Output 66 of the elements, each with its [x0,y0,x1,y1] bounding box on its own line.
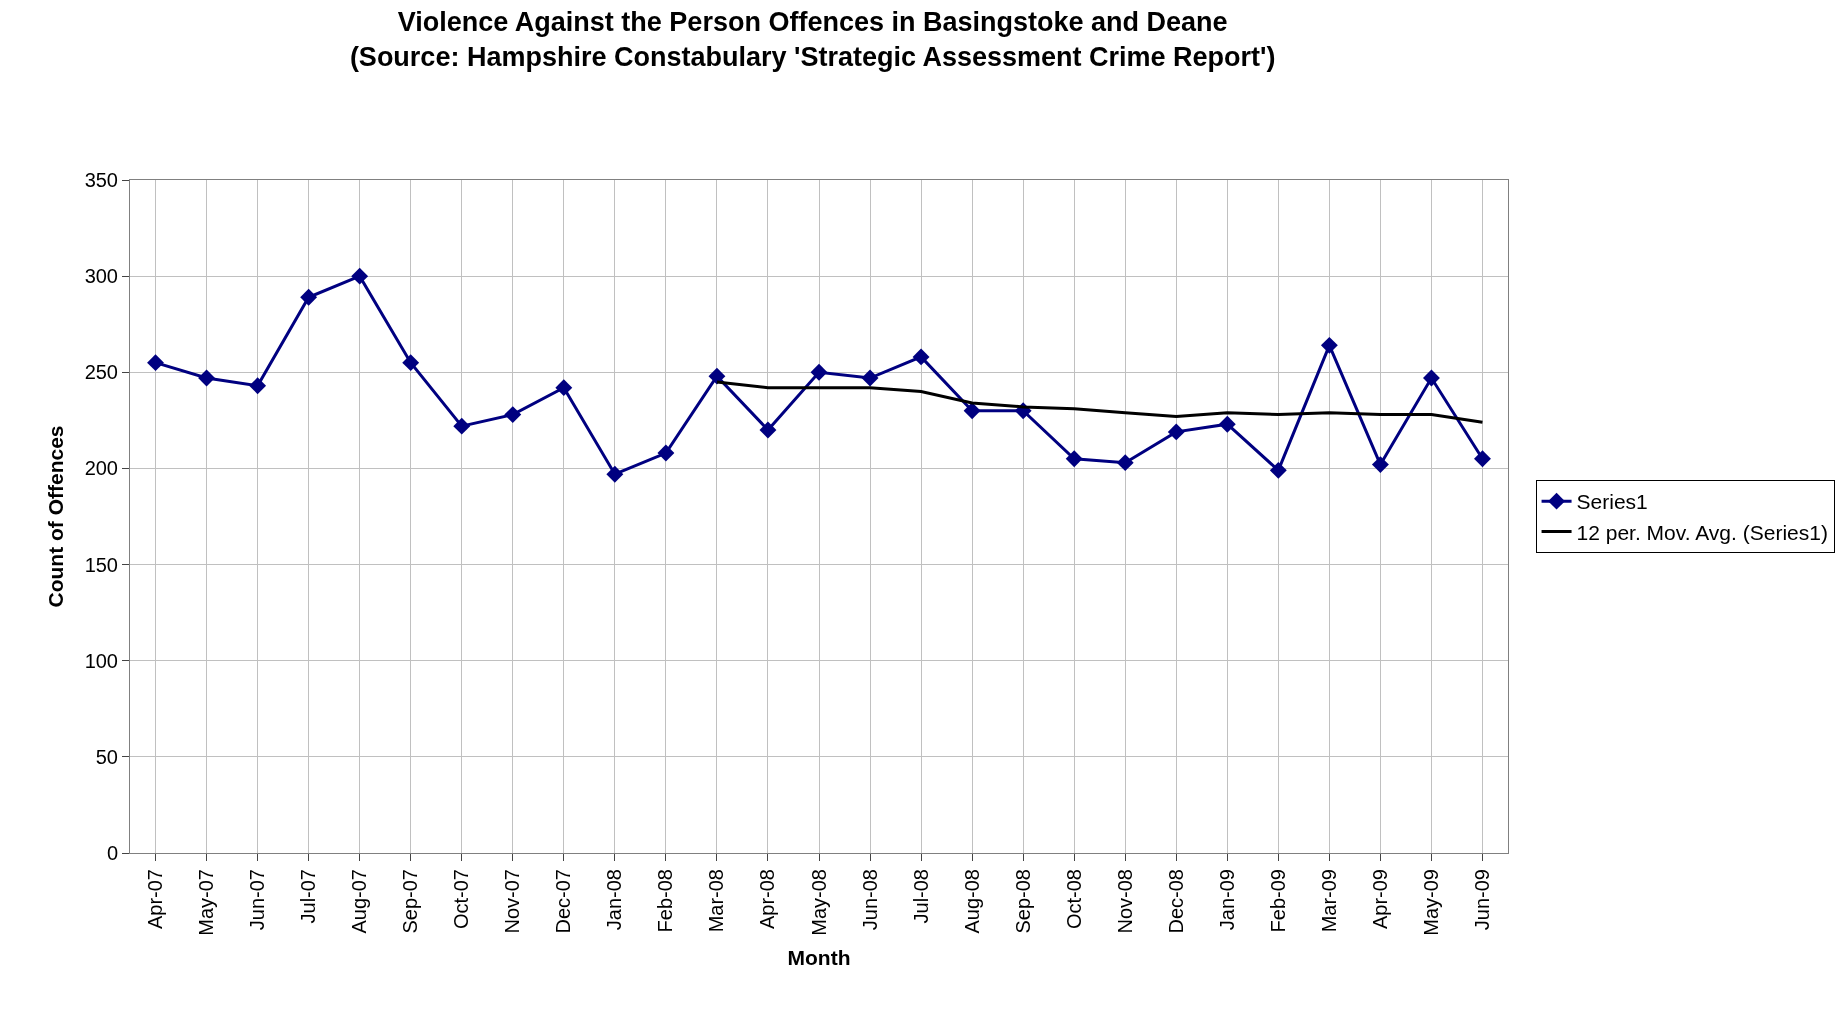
x-tick-label: Nov-08 [1113,869,1136,934]
point [1422,369,1440,387]
x-tick-label: Jan-09 [1215,869,1238,931]
legend-label: 12 per. Mov. Avg. (Series1) [1576,520,1828,544]
point [1116,454,1134,472]
point [1474,450,1491,468]
x-axis-title: Month [787,945,851,969]
point [1320,336,1338,354]
x-tick-label: Mar-09 [1317,869,1340,933]
x-tick-label: May-07 [195,869,218,936]
x-tick-label: Oct-08 [1062,869,1085,930]
y-tick-label: 150 [84,553,118,576]
point [1269,461,1287,479]
x-tick-label: Jul-08 [909,869,932,924]
y-tick-label: 300 [84,265,118,288]
x-tick-label: Aug-07 [348,869,371,934]
point [1371,456,1389,474]
y-tick-label: 50 [95,745,118,768]
x-tick-label: Jan-08 [603,869,626,931]
point [402,354,420,372]
y-tick-label: 250 [84,361,118,384]
y-tick-label: 200 [84,457,118,480]
y-tick-label: 0 [106,842,118,864]
x-tick-label: Apr-08 [756,869,779,930]
point [1167,423,1185,441]
x-tick-label: Nov-07 [501,869,524,934]
point [606,465,624,483]
y-tick-label: 350 [84,169,118,191]
x-tick-label: Dec-07 [552,869,575,934]
point [759,421,777,439]
x-tick-label: May-09 [1419,869,1442,936]
x-tick-label: Apr-09 [1368,869,1391,930]
x-tick-label: Feb-09 [1266,869,1289,933]
x-tick-label: Sep-07 [399,869,422,934]
legend-label: Series1 [1576,490,1648,514]
chart-title: Violence Against the Person Offences in Basingstoke and Deane (Source: Hampshire Constabulary 'Strategic Assessment Crime Report') [349,6,1276,72]
point [1065,450,1083,468]
point [861,369,879,387]
x-tick-label: Oct-07 [450,869,473,930]
point [1218,415,1236,433]
point [708,367,726,385]
point [504,406,522,424]
x-tick-label: Jun-09 [1470,869,1493,931]
x-tick-label: Dec-08 [1164,869,1187,934]
x-tick-label: Apr-07 [144,869,167,930]
x-tick-label: Aug-08 [960,869,983,934]
point [300,288,318,306]
x-tick-label: Jul-07 [297,869,320,924]
x-tick-label: Feb-08 [654,869,677,933]
point [555,379,573,397]
point [351,267,369,285]
point [810,363,828,381]
y-axis-title: Count of Offences [43,425,67,608]
point [198,369,216,387]
point [249,377,267,395]
point [657,444,675,462]
point [147,354,164,372]
x-tick-label: Sep-08 [1011,869,1034,934]
y-tick-label: 100 [84,649,118,672]
x-tick-label: Mar-08 [705,869,728,933]
x-tick-label: Jun-08 [858,869,881,931]
point [963,402,981,420]
x-tick-label: May-08 [807,869,830,936]
x-tick-label: Jun-07 [246,869,269,931]
point [912,348,930,366]
point [453,417,471,435]
